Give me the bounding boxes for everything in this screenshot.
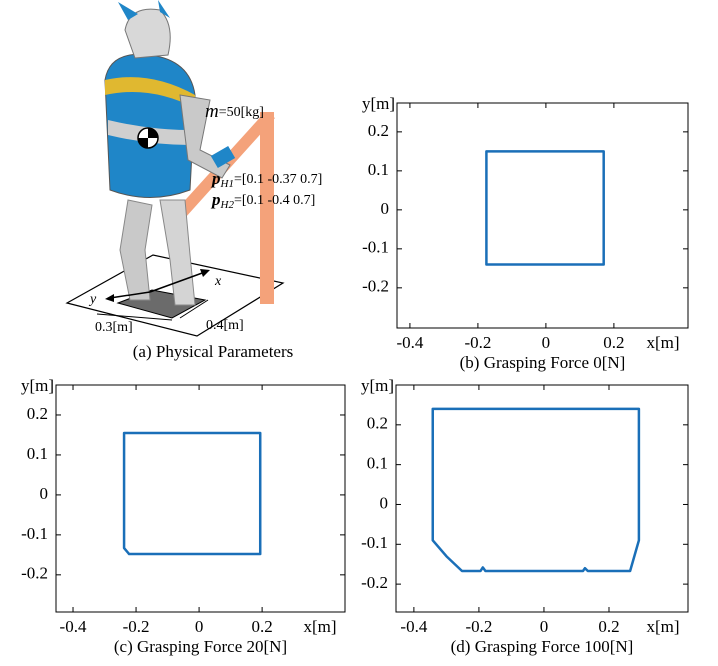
y-tick-label: -0.1 [361, 533, 388, 552]
mass-text: =50[kg] [219, 105, 264, 120]
hand2-label: pH2=[0.1 -0.4 0.7] [210, 190, 315, 211]
y-arrowhead [105, 294, 114, 302]
y-tick-label: 0 [380, 493, 389, 512]
y-tick-label: 0.2 [368, 121, 389, 140]
data-line [486, 151, 603, 264]
y-axis-label: y[m] [361, 376, 394, 395]
y-tick-label: -0.1 [362, 238, 389, 257]
x-arrowhead [200, 269, 210, 277]
hand1-text: =[0.1 -0.37 0.7] [234, 172, 322, 187]
y-tick-label: 0.1 [367, 454, 388, 473]
x-tick-label: -0.2 [464, 333, 491, 352]
x-axis-label: x[m] [646, 333, 679, 352]
hand1-subscript: H1 [220, 178, 234, 190]
caption: (d) Grasping Force 100[N] [451, 637, 634, 656]
x-tick-label: 0.2 [598, 617, 619, 636]
y-tick-label: -0.1 [21, 524, 48, 543]
hand1-label: pH1=[0.1 -0.37 0.7] [210, 169, 322, 190]
hand2-text: =[0.1 -0.4 0.7] [234, 193, 315, 208]
robot-illustration: x y 0.3[m] 0.4[m] m=50[kg] pH1=[0.1 -0.3… [67, 0, 322, 361]
robot-leg [160, 200, 195, 305]
x-tick-label: 0.2 [251, 617, 272, 636]
y-tick-label: 0 [40, 484, 49, 503]
data-line [124, 433, 260, 554]
x-tick-label: -0.4 [60, 617, 87, 636]
x-axis-label: x[m] [646, 617, 679, 636]
x-tick-label: 0 [195, 617, 204, 636]
figure: x y 0.3[m] 0.4[m] m=50[kg] pH1=[0.1 -0.3… [0, 0, 718, 666]
caption: (a) Physical Parameters [133, 342, 294, 361]
y-tick-label: -0.2 [361, 573, 388, 592]
axis-y-label: y [88, 292, 97, 307]
x-axis-label: x[m] [303, 617, 336, 636]
x-tick-label: 0 [540, 617, 549, 636]
y-axis-label: y[m] [21, 376, 54, 395]
y-tick-label: 0.2 [367, 414, 388, 433]
y-tick-label: 0 [381, 199, 390, 218]
y-tick-label: -0.2 [362, 277, 389, 296]
x-tick-label: 0 [542, 333, 551, 352]
depth-label: 0.4[m] [206, 318, 244, 333]
caption: (c) Grasping Force 20[N] [114, 637, 287, 656]
hand2-subscript: H2 [220, 199, 235, 211]
x-tick-label: -0.4 [400, 617, 427, 636]
plot-frame [56, 385, 345, 612]
y-tick-label: 0.1 [27, 444, 48, 463]
hand1-symbol: p [210, 169, 221, 188]
plot-frame [396, 385, 688, 612]
axis-x-label: x [214, 274, 222, 289]
x-tick-label: -0.2 [123, 617, 150, 636]
robot-leg [120, 200, 152, 300]
mass-symbol: m [205, 101, 219, 122]
mass-label: m=50[kg] [205, 101, 264, 122]
plot-frame [397, 103, 688, 328]
hand2-symbol: p [210, 190, 221, 209]
x-tick-label: 0.2 [603, 333, 624, 352]
x-tick-label: -0.2 [465, 617, 492, 636]
y-tick-label: 0.2 [27, 404, 48, 423]
x-tick-label: -0.4 [396, 333, 423, 352]
width-label: 0.3[m] [95, 320, 133, 335]
y-tick-label: -0.2 [21, 564, 48, 583]
caption: (b) Grasping Force 0[N] [460, 353, 626, 372]
data-line [433, 409, 639, 571]
y-axis-label: y[m] [362, 94, 395, 113]
y-tick-label: 0.1 [368, 160, 389, 179]
